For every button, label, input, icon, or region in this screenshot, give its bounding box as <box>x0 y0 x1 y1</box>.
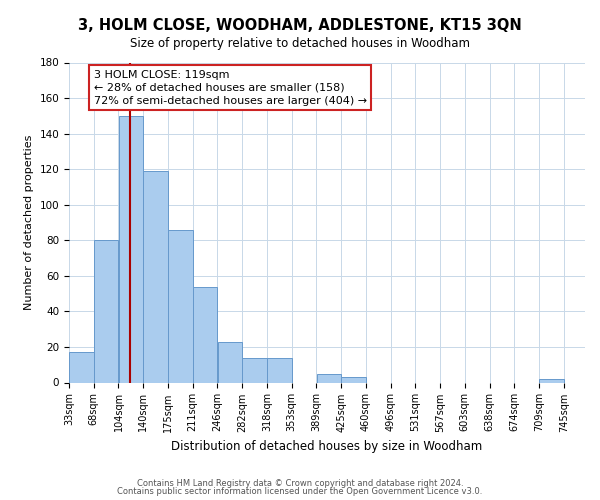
Bar <box>119 116 143 382</box>
Text: Contains HM Land Registry data © Crown copyright and database right 2024.: Contains HM Land Registry data © Crown c… <box>137 478 463 488</box>
Y-axis label: Number of detached properties: Number of detached properties <box>24 135 34 310</box>
Text: Contains public sector information licensed under the Open Government Licence v3: Contains public sector information licen… <box>118 487 482 496</box>
Bar <box>341 377 366 382</box>
Bar <box>317 374 341 382</box>
Bar <box>267 358 292 382</box>
Text: Size of property relative to detached houses in Woodham: Size of property relative to detached ho… <box>130 38 470 51</box>
Bar <box>143 171 168 382</box>
Bar <box>168 230 193 382</box>
Bar <box>539 379 563 382</box>
Bar <box>69 352 94 382</box>
Text: 3, HOLM CLOSE, WOODHAM, ADDLESTONE, KT15 3QN: 3, HOLM CLOSE, WOODHAM, ADDLESTONE, KT15… <box>78 18 522 32</box>
Bar <box>193 286 217 382</box>
Text: 3 HOLM CLOSE: 119sqm
← 28% of detached houses are smaller (158)
72% of semi-deta: 3 HOLM CLOSE: 119sqm ← 28% of detached h… <box>94 70 367 106</box>
Bar <box>218 342 242 382</box>
Bar <box>242 358 267 382</box>
Bar <box>94 240 118 382</box>
X-axis label: Distribution of detached houses by size in Woodham: Distribution of detached houses by size … <box>172 440 482 453</box>
